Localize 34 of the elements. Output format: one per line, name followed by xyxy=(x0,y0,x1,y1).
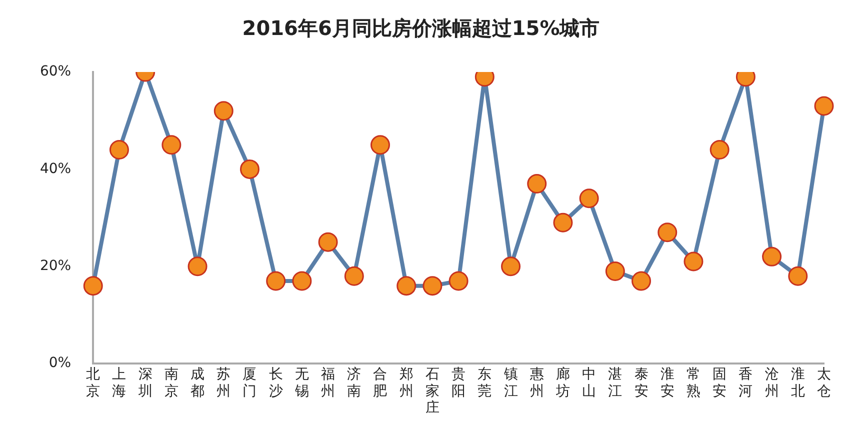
x-tick-label: 上海 xyxy=(112,366,126,400)
x-tick-label: 固安 xyxy=(712,366,727,400)
x-tick-label: 常熟 xyxy=(686,366,700,400)
chart-title: 2016年6月同比房价涨幅超过15%城市 xyxy=(242,16,600,40)
x-tick-label: 南京 xyxy=(164,366,178,400)
x-tick-label: 湛江 xyxy=(608,366,622,400)
x-tick-label: 廊坊 xyxy=(554,366,570,400)
x-tick-label: 沧州 xyxy=(764,366,779,400)
x-tick-label: 北京 xyxy=(86,366,100,400)
x-tick-label: 惠州 xyxy=(528,366,544,400)
x-tick-label: 长沙 xyxy=(268,366,283,400)
x-tick-label: 厦门 xyxy=(242,366,257,400)
x-tick-label: 深圳 xyxy=(137,366,152,400)
y-tick-label: 40% xyxy=(40,160,72,177)
x-tick-label: 苏州 xyxy=(216,366,231,400)
x-tick-label: 郑州 xyxy=(399,366,414,400)
x-tick-label: 淮北 xyxy=(790,366,805,400)
x-tick-label: 福州 xyxy=(321,366,336,400)
x-tick-label: 东莞 xyxy=(478,366,492,400)
x-tick-label: 镇江 xyxy=(502,366,518,400)
x-tick-label: 成都 xyxy=(190,366,205,400)
y-tick-label: 20% xyxy=(40,258,72,274)
x-tick-label: 香河 xyxy=(738,366,753,400)
y-tick-label: 0% xyxy=(48,355,72,372)
x-tick-label: 淮安 xyxy=(660,366,674,400)
y-tick-label: 60% xyxy=(40,64,72,80)
x-tick-label: 无锡 xyxy=(294,366,309,400)
x-tick-label: 合肥 xyxy=(373,366,388,400)
x-tick-label: 济南 xyxy=(347,366,362,400)
x-tick-label: 石家庄 xyxy=(425,366,440,416)
x-tick-label: 贵阳 xyxy=(452,366,466,400)
x-tick-label: 中山 xyxy=(582,366,596,400)
x-tick-label: 太仓 xyxy=(817,366,831,400)
x-tick-label: 泰安 xyxy=(634,366,648,400)
